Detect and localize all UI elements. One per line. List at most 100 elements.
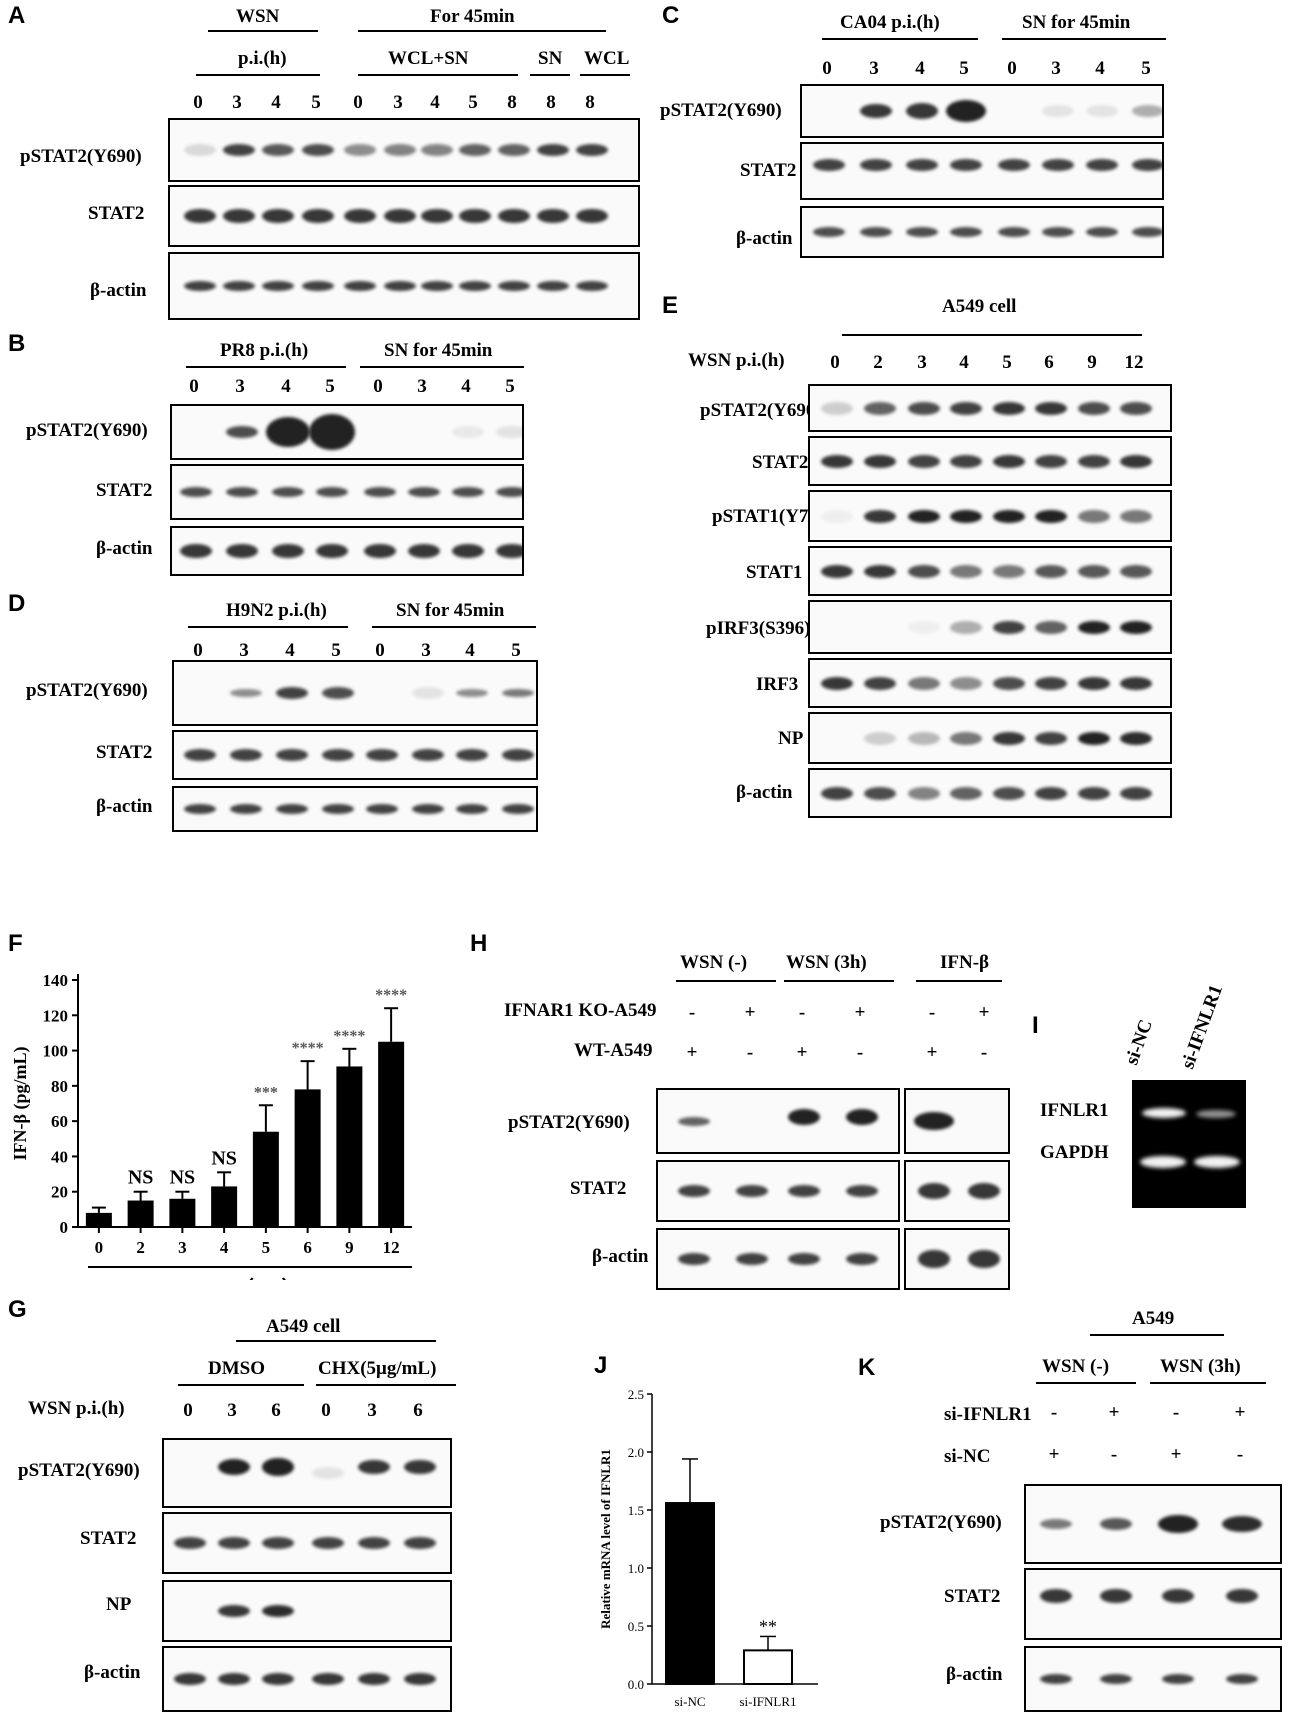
- bar: [336, 1066, 363, 1227]
- y-tick-label: 1.5: [628, 1503, 644, 1518]
- lane-label: 5: [468, 92, 478, 113]
- lane-label: 5: [959, 58, 969, 79]
- lane-label: 3: [367, 1400, 377, 1421]
- blot-pstat2: [162, 1438, 452, 1508]
- lane-label: 3: [227, 1400, 237, 1421]
- blot-pirf3s396: [808, 600, 1172, 654]
- lane-label: 8: [507, 92, 517, 113]
- y-tick-label: 40: [51, 1147, 68, 1166]
- lane-label: 0: [193, 92, 203, 113]
- header-ca04: CA04 p.i.(h): [840, 12, 940, 33]
- panel-letter: A: [8, 2, 26, 29]
- row-label: STAT2: [80, 1528, 137, 1549]
- lane-title: WSN p.i.(h): [28, 1398, 125, 1419]
- lane-label: 0: [321, 1400, 331, 1421]
- panel-letter: F: [8, 930, 23, 957]
- lane-label: 4: [430, 92, 440, 113]
- blot-stat2: [800, 142, 1164, 200]
- lane-label: 6: [1044, 352, 1054, 373]
- significance-label: ****: [333, 1028, 365, 1045]
- y-axis-label: Relative mRNA level of IFNLR1: [598, 1449, 613, 1629]
- blot-stat2: [172, 730, 538, 780]
- row-label: β-actin: [96, 796, 153, 817]
- row-label: pSTAT2(Y690): [700, 400, 822, 421]
- bar: [378, 1041, 405, 1227]
- panel-letter: B: [8, 330, 26, 357]
- x-tick-label: 2: [136, 1238, 145, 1257]
- lane-label: 4: [1095, 58, 1105, 79]
- lane-label: 4: [461, 376, 471, 397]
- bar: [743, 1649, 793, 1685]
- header-wcl: WCL: [584, 48, 630, 69]
- lane-label: 3: [421, 640, 431, 661]
- si-nc-label: si-NC: [944, 1446, 991, 1467]
- significance-label: ***: [254, 1084, 278, 1101]
- header-wsn-neg: WSN (-): [680, 952, 748, 973]
- row-label: β-actin: [736, 782, 793, 803]
- panel-letter: H: [470, 930, 488, 957]
- row-label: STAT2: [752, 452, 809, 473]
- header-ifnb: IFN-β: [940, 952, 990, 973]
- lane-label: 8: [546, 92, 556, 113]
- row-label: pSTAT2(Y690): [18, 1460, 140, 1481]
- lane-label: 0: [830, 352, 840, 373]
- sign-marker: -: [928, 1002, 936, 1023]
- lane-label: 5: [1141, 58, 1151, 79]
- row-label: pSTAT2(Y690): [880, 1512, 1002, 1533]
- row-label: β-actin: [736, 228, 793, 249]
- x-tick-label: 6: [303, 1238, 312, 1257]
- x-tick-label: 4: [220, 1238, 229, 1257]
- header-wsn-3h: WSN (3h): [1160, 1356, 1241, 1377]
- x-tick-label: si-IFNLR1: [739, 1694, 796, 1709]
- panel-letter: G: [8, 1296, 27, 1323]
- bar: [211, 1186, 238, 1227]
- significance-label: NS: [211, 1147, 237, 1169]
- header-a549: A549 cell: [942, 296, 1017, 317]
- sign-marker: +: [1234, 1402, 1246, 1423]
- lane-label: 5: [311, 92, 321, 113]
- y-tick-label: 140: [43, 971, 69, 990]
- blot-stat2: [170, 464, 524, 520]
- header-wcl-sn: WCL+SN: [388, 48, 469, 69]
- row-label: STAT1: [746, 562, 803, 583]
- header-wsn-neg: WSN (-): [1042, 1356, 1110, 1377]
- row-label: IRF3: [756, 674, 799, 695]
- blot-stat2: [168, 185, 640, 247]
- bar: [252, 1131, 279, 1227]
- lane-label: 4: [271, 92, 281, 113]
- y-axis-label: IFN-β (pg/mL): [10, 1047, 31, 1161]
- x-tick-label: 5: [262, 1238, 271, 1257]
- blot-actin: [168, 252, 640, 320]
- col-si-nc: si-NC: [1121, 1016, 1157, 1068]
- y-tick-label: 0.5: [628, 1619, 644, 1634]
- header-chx: CHX(5μg/mL): [318, 1358, 437, 1379]
- bar-chart-ifnb: 0 20 40 60 80 100 120 140 IFN-β (pg/mL) 0 2 NS 3 NS 4 N…: [10, 971, 412, 1280]
- blot-stat2: [656, 1160, 900, 1222]
- header-sn: SN: [538, 48, 563, 69]
- blot-actin: [800, 206, 1164, 258]
- header-a549: A549 cell: [266, 1316, 341, 1337]
- header-pr8: PR8 p.i.(h): [220, 340, 309, 361]
- blot-actin: [656, 1228, 900, 1290]
- lane-label: 5: [325, 376, 335, 397]
- lane-label: 4: [285, 640, 295, 661]
- row-label: pSTAT2(Y690): [26, 680, 148, 701]
- lane-label: 3: [917, 352, 927, 373]
- significance-label: NS: [170, 1167, 196, 1189]
- col-si-ifnlr1: si-IFNLR1: [1177, 982, 1228, 1072]
- wt-label: WT-A549: [574, 1040, 653, 1061]
- bar: [294, 1089, 321, 1227]
- blot-irf3: [808, 658, 1172, 708]
- lane-label: 0: [822, 58, 832, 79]
- header-wsn: WSN: [236, 6, 280, 27]
- y-tick-label: 0: [60, 1218, 69, 1237]
- row-label: NP: [778, 728, 804, 749]
- header-wsn-3h: WSN (3h): [786, 952, 867, 973]
- sign-marker: +: [978, 1002, 990, 1023]
- bar: [665, 1502, 715, 1685]
- panel-letter: C: [662, 2, 680, 29]
- x-tick-label: 12: [383, 1238, 400, 1257]
- lane-label: 9: [1087, 352, 1097, 373]
- panel-letter: J: [594, 1352, 608, 1379]
- blot-actin: [172, 786, 538, 832]
